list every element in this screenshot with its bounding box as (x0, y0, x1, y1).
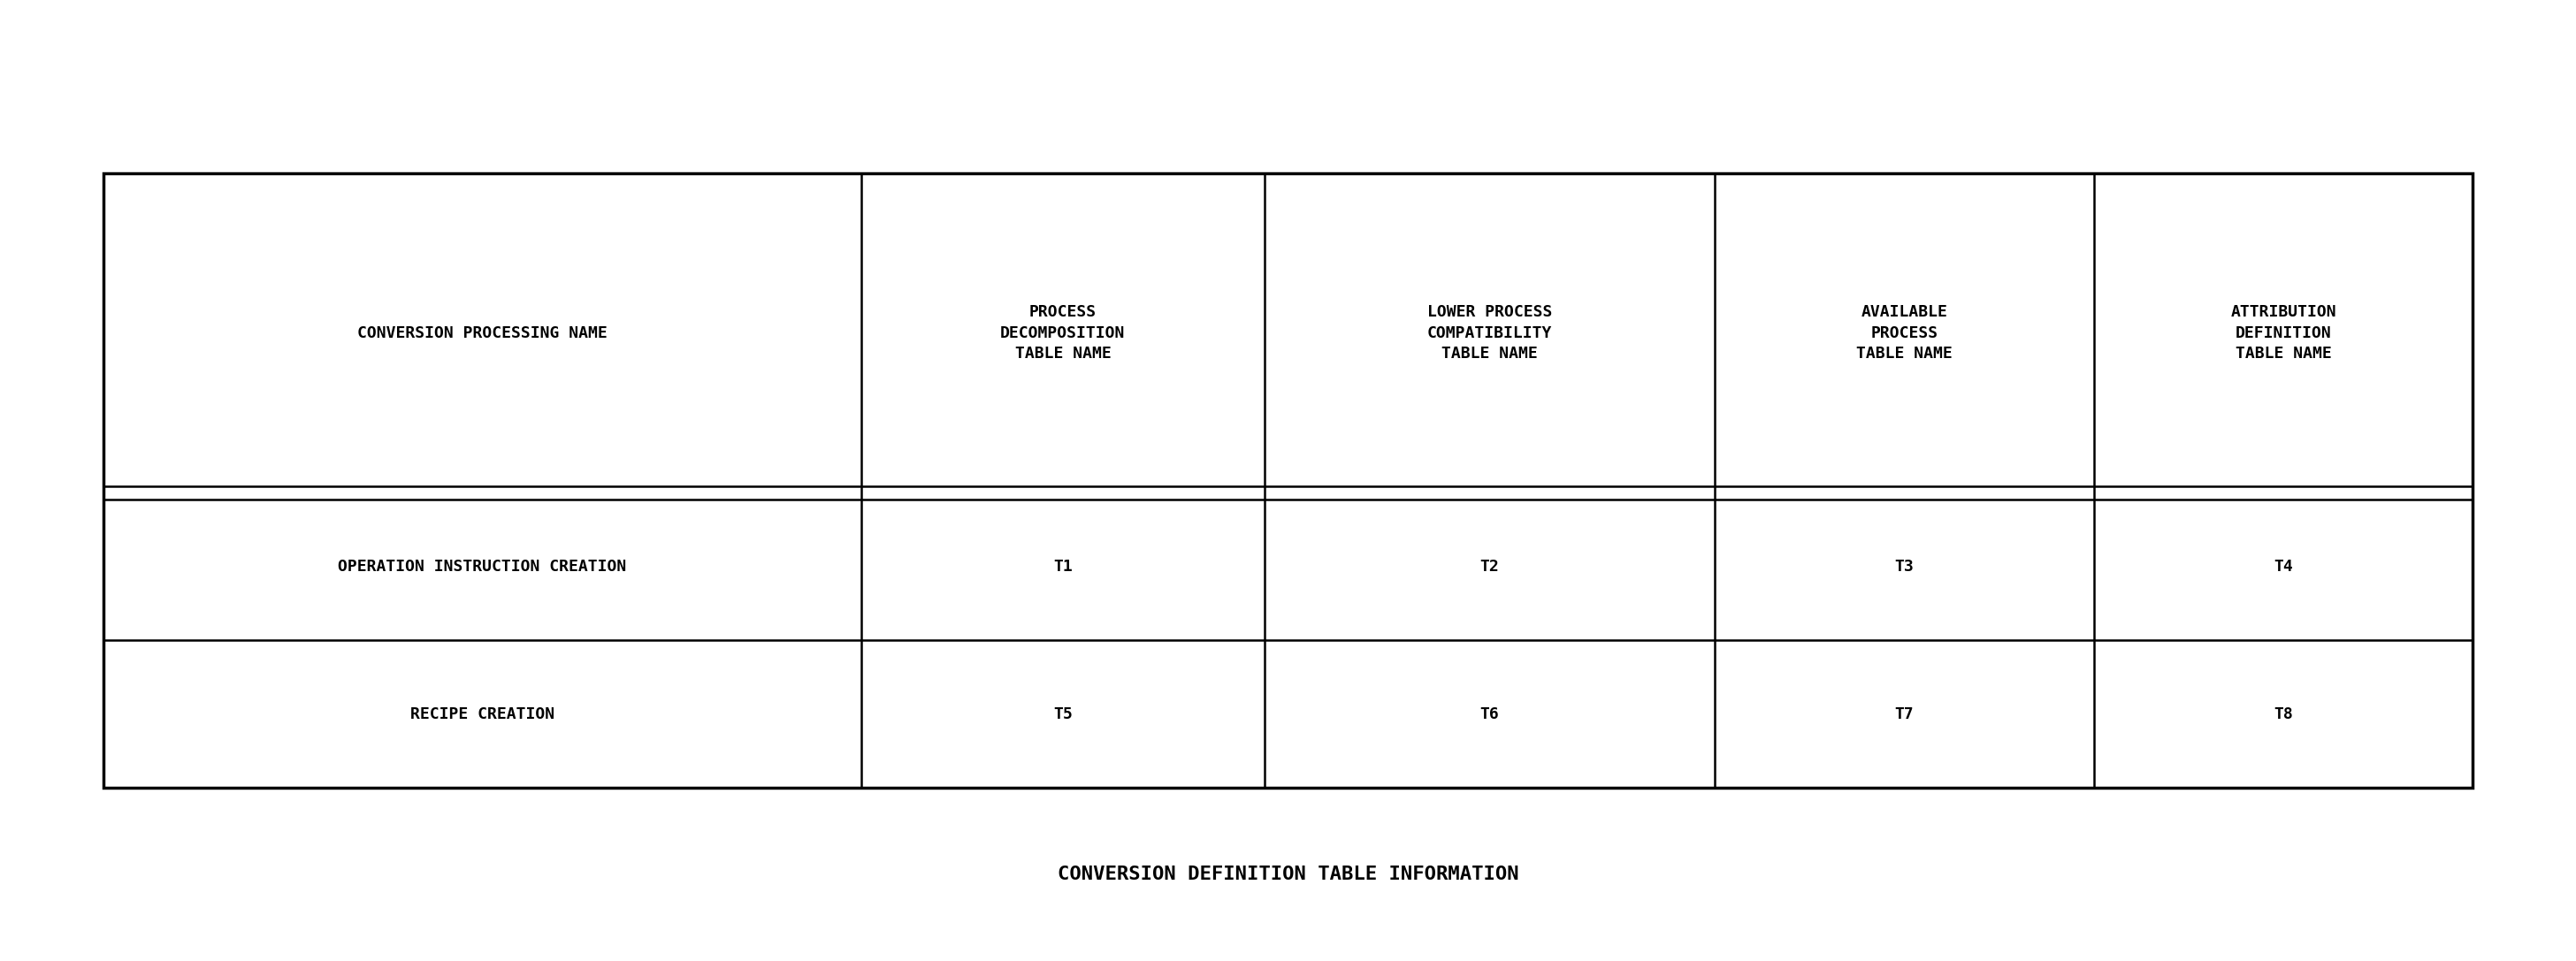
Text: T2: T2 (1479, 558, 1499, 575)
Text: T7: T7 (1893, 706, 1914, 722)
Text: ATTRIBUTION
DEFINITION
TABLE NAME: ATTRIBUTION DEFINITION TABLE NAME (2231, 304, 2336, 361)
Text: OPERATION INSTRUCTION CREATION: OPERATION INSTRUCTION CREATION (337, 558, 626, 575)
Text: CONVERSION DEFINITION TABLE INFORMATION: CONVERSION DEFINITION TABLE INFORMATION (1056, 866, 1520, 883)
Text: LOWER PROCESS
COMPATIBILITY
TABLE NAME: LOWER PROCESS COMPATIBILITY TABLE NAME (1427, 304, 1551, 361)
Text: RECIPE CREATION: RECIPE CREATION (410, 706, 554, 722)
Text: T5: T5 (1054, 706, 1072, 722)
Text: PROCESS
DECOMPOSITION
TABLE NAME: PROCESS DECOMPOSITION TABLE NAME (999, 304, 1126, 361)
Text: AVAILABLE
PROCESS
TABLE NAME: AVAILABLE PROCESS TABLE NAME (1857, 304, 1953, 361)
Text: T1: T1 (1054, 558, 1072, 575)
Text: T4: T4 (2275, 558, 2293, 575)
Text: T8: T8 (2275, 706, 2293, 722)
Text: T6: T6 (1479, 706, 1499, 722)
Text: CONVERSION PROCESSING NAME: CONVERSION PROCESSING NAME (358, 325, 608, 341)
Text: T3: T3 (1893, 558, 1914, 575)
